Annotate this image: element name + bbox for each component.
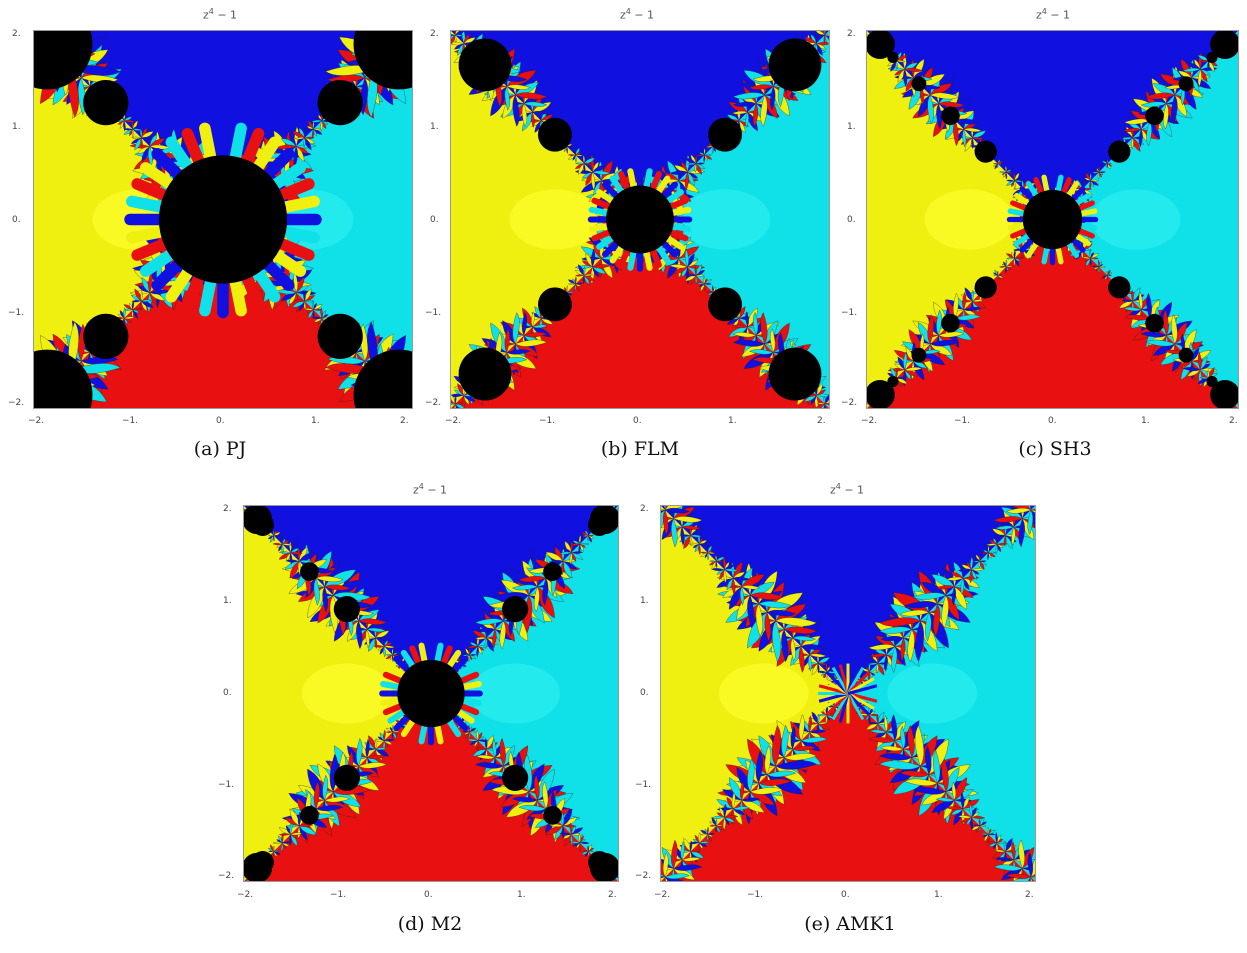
y-tick-label: 0.	[12, 215, 21, 225]
y-tick-label: 2.	[12, 29, 21, 39]
basin-image	[451, 31, 829, 408]
y-tick-label: 0.	[223, 688, 232, 698]
x-tick-label: 1.	[728, 416, 737, 426]
x-tick-label: −2.	[654, 890, 671, 900]
x-tick-label: −1.	[747, 890, 764, 900]
x-tick-label: 0.	[1048, 416, 1057, 426]
y-tick-label: 1.	[223, 596, 232, 606]
y-tick-label: 0.	[430, 215, 439, 225]
x-tick-label: 1.	[934, 890, 943, 900]
basin-plot	[243, 505, 619, 882]
x-tick-label: 2.	[608, 890, 617, 900]
basin-image	[867, 31, 1238, 408]
x-tick-label: 2.	[1025, 890, 1034, 900]
basin-image	[34, 31, 412, 408]
panel-title: z4 − 1	[412, 482, 448, 497]
panel-caption: (d) M2	[397, 913, 463, 935]
panel-caption: (b) FLM	[600, 438, 680, 460]
panel-caption: (a) PJ	[193, 438, 247, 460]
basin-image	[244, 506, 618, 881]
panel-title: z4 − 1	[619, 7, 655, 22]
y-tick-label: 1.	[12, 122, 21, 132]
y-tick-label: −2.	[635, 871, 652, 881]
x-tick-label: −2.	[861, 416, 878, 426]
y-tick-label: 0.	[640, 688, 649, 698]
x-tick-label: 1.	[1141, 416, 1150, 426]
y-tick-label: 1.	[847, 122, 856, 132]
x-tick-label: 1.	[517, 890, 526, 900]
y-tick-label: −1.	[218, 780, 235, 790]
x-tick-label: 2.	[817, 416, 826, 426]
y-tick-label: 2.	[430, 29, 439, 39]
x-tick-label: −1.	[954, 416, 971, 426]
x-tick-label: −1.	[122, 416, 139, 426]
y-tick-label: 1.	[430, 122, 439, 132]
y-tick-label: 1.	[640, 596, 649, 606]
x-tick-label: 0.	[633, 416, 642, 426]
panel-title: z4 − 1	[1035, 7, 1071, 22]
basin-image	[661, 506, 1035, 881]
x-tick-label: 0.	[216, 416, 225, 426]
x-tick-label: 0.	[841, 890, 850, 900]
y-tick-label: −2.	[425, 398, 442, 408]
panel-caption: (e) AMK1	[804, 913, 896, 935]
y-tick-label: 2.	[640, 504, 649, 514]
basin-plot	[866, 30, 1239, 409]
y-tick-label: 0.	[847, 215, 856, 225]
x-tick-label: −2.	[237, 890, 254, 900]
x-tick-label: 1.	[311, 416, 320, 426]
x-tick-label: 2.	[1229, 416, 1238, 426]
y-tick-label: −2.	[218, 871, 235, 881]
y-tick-label: −1.	[841, 308, 858, 318]
basin-plot	[660, 505, 1036, 882]
y-tick-label: −2.	[8, 398, 25, 408]
x-tick-label: −1.	[330, 890, 347, 900]
x-tick-label: 2.	[400, 416, 409, 426]
x-tick-label: −2.	[28, 416, 45, 426]
basin-plot	[33, 30, 413, 409]
panel-title: z4 − 1	[829, 482, 865, 497]
y-tick-label: −1.	[425, 308, 442, 318]
x-tick-label: −2.	[445, 416, 462, 426]
x-tick-label: −1.	[539, 416, 556, 426]
panel-title: z4 − 1	[202, 7, 238, 22]
y-tick-label: −1.	[635, 780, 652, 790]
panel-caption: (c) SH3	[1018, 438, 1092, 460]
x-tick-label: 0.	[424, 890, 433, 900]
y-tick-label: −2.	[841, 398, 858, 408]
y-tick-label: 2.	[847, 29, 856, 39]
y-tick-label: 2.	[223, 504, 232, 514]
y-tick-label: −1.	[8, 308, 25, 318]
basin-plot	[450, 30, 830, 409]
